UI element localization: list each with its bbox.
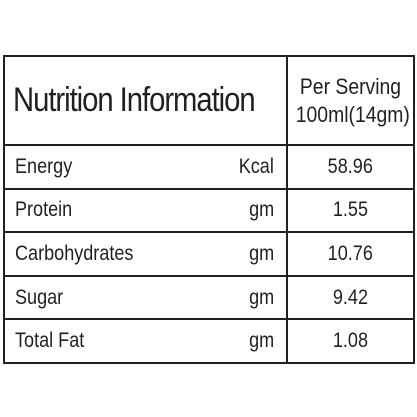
table-row: Energy Kcal 58.96: [3, 144, 415, 190]
table-header-row: Nutrition Information Per Serving 100ml(…: [3, 55, 415, 146]
table-row: Total Fat gm 1.08: [3, 318, 415, 364]
nutrient-unit: Kcal: [212, 144, 288, 190]
serving-line-2: 100ml(14gm): [295, 101, 410, 127]
table-title-text: Nutrition Information: [13, 81, 256, 119]
table-row: Sugar gm 9.42: [3, 274, 415, 321]
nutrient-unit: gm: [212, 187, 288, 234]
table-title: Nutrition Information: [3, 55, 288, 146]
nutrient-name: Total Fat: [3, 318, 212, 364]
nutrient-name: Carbohydrates: [3, 231, 212, 277]
nutrient-value: 10.76: [286, 231, 415, 277]
table-row: Carbohydrates gm 10.76: [3, 231, 415, 277]
nutrient-value: 1.08: [286, 318, 415, 364]
nutrient-unit: gm: [212, 231, 288, 277]
nutrition-label: Nutrition Information Per Serving 100ml(…: [0, 52, 417, 365]
nutrient-value: 1.55: [286, 187, 415, 234]
nutrient-name: Energy: [3, 144, 212, 190]
nutrient-value: 9.42: [286, 274, 415, 321]
nutrition-table: Nutrition Information Per Serving 100ml(…: [3, 55, 415, 364]
nutrient-unit: gm: [212, 318, 288, 364]
serving-header: Per Serving 100ml(14gm): [286, 55, 415, 146]
table-row: Protein gm 1.55: [3, 187, 415, 234]
nutrient-unit: gm: [212, 274, 288, 321]
serving-line-1: Per Serving: [299, 73, 402, 99]
nutrient-name: Sugar: [3, 274, 212, 321]
nutrient-value: 58.96: [286, 144, 415, 190]
nutrient-name: Protein: [3, 187, 212, 234]
